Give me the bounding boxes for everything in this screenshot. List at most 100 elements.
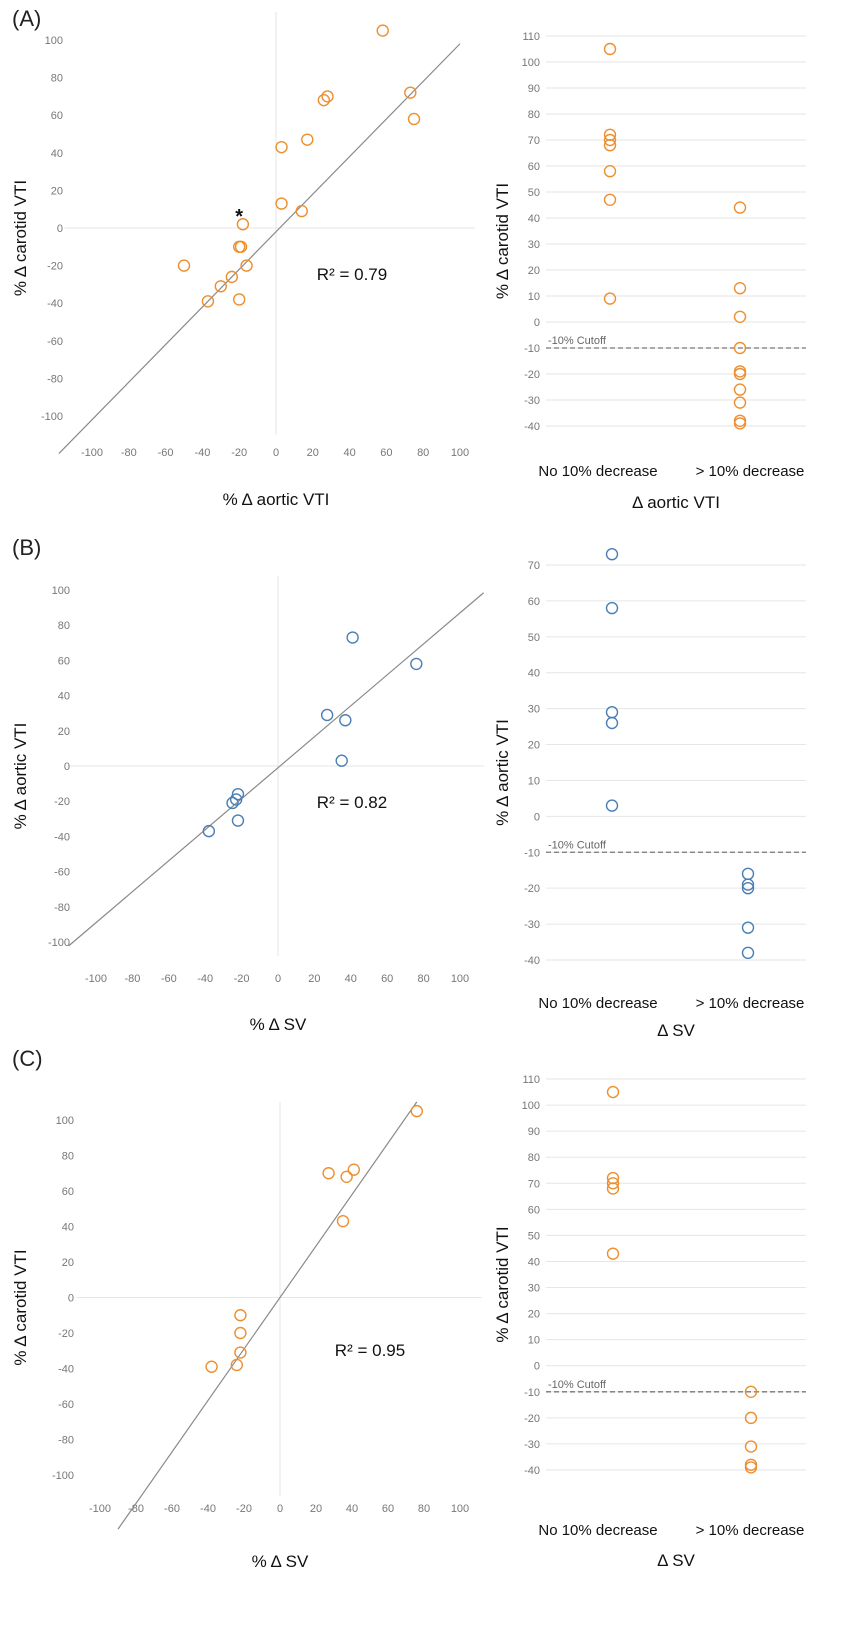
data-point	[336, 1214, 350, 1228]
x-tick-label: 100	[451, 447, 469, 459]
y-tick-label: -60	[54, 867, 70, 879]
data-point	[603, 193, 617, 207]
x-tick-label: -80	[128, 1503, 144, 1515]
data-point	[741, 867, 755, 881]
x-tick-label: 0	[273, 447, 279, 459]
y-tick-label: -40	[58, 1364, 74, 1376]
x-tick-label: 40	[343, 447, 355, 459]
y-tick-label: 60	[58, 655, 70, 667]
y-tick-label: -30	[524, 919, 540, 931]
data-point	[605, 548, 619, 561]
data-point	[606, 1247, 620, 1260]
y-tick-label: 20	[62, 1257, 74, 1269]
x-tick-label: -100	[89, 1503, 111, 1515]
data-point	[603, 292, 617, 305]
y-tick-label: -20	[524, 369, 540, 381]
x-tick-label: 60	[381, 973, 393, 985]
x-tick-label: -40	[200, 1503, 216, 1515]
y-tick-label: -30	[524, 1439, 540, 1451]
panel-label-a: (A)	[12, 6, 42, 31]
y-tick-label: -20	[524, 883, 540, 895]
y-tick-label: 10	[528, 1335, 540, 1347]
y-tick-label: 0	[534, 317, 540, 329]
y-tick-label: 80	[62, 1151, 74, 1163]
data-point	[339, 714, 352, 727]
y-tick-label: 60	[528, 596, 540, 608]
y-tick-label: -100	[41, 411, 63, 423]
y-tick-label: -20	[524, 1413, 540, 1425]
y-axis-title: % Δ carotid VTI	[493, 1226, 512, 1342]
y-tick-label: 100	[52, 585, 70, 597]
data-point	[205, 1360, 218, 1373]
data-point	[177, 259, 191, 272]
category-label: No 10% decrease	[538, 1522, 657, 1539]
x-tick-label: 60	[382, 1503, 394, 1515]
y-tick-label: -20	[58, 1328, 74, 1340]
data-point	[605, 799, 619, 812]
y-tick-label: 10	[528, 775, 540, 787]
y-tick-label: 10	[528, 291, 540, 303]
y-tick-label: 110	[522, 1074, 540, 1086]
category-label: > 10% decrease	[696, 995, 805, 1012]
data-point	[214, 280, 228, 293]
y-tick-label: 70	[528, 1178, 540, 1190]
x-axis-title: Δ SV	[657, 1021, 695, 1040]
r-squared-label: R² = 0.82	[317, 793, 387, 812]
cutoff-label: -10% Cutoff	[548, 839, 607, 851]
y-tick-label: 0	[57, 223, 63, 235]
y-axis-title: % Δ carotid VTI	[11, 180, 30, 296]
data-point	[295, 204, 308, 218]
data-point	[605, 601, 619, 615]
cutoff-label: -10% Cutoff	[548, 1379, 607, 1391]
y-tick-label: -40	[47, 298, 63, 310]
y-tick-label: 40	[58, 691, 70, 703]
asterisk-marker: *	[235, 206, 243, 228]
y-tick-label: 80	[58, 620, 70, 632]
x-tick-label: 20	[310, 1503, 322, 1515]
y-tick-label: 20	[528, 265, 540, 277]
y-tick-label: 20	[528, 740, 540, 752]
data-point	[346, 631, 359, 644]
data-point	[605, 716, 619, 730]
y-tick-label: 80	[51, 73, 63, 85]
y-tick-label: 90	[528, 83, 540, 95]
y-tick-label: 20	[528, 1309, 540, 1321]
y-tick-label: -30	[524, 395, 540, 407]
data-point	[733, 417, 747, 430]
x-tick-label: 0	[275, 973, 281, 985]
data-point	[741, 878, 755, 891]
x-tick-label: 60	[380, 447, 392, 459]
x-tick-label: -20	[236, 1503, 252, 1515]
fit-line	[58, 43, 461, 455]
y-tick-label: 0	[534, 811, 540, 823]
data-point	[733, 365, 747, 378]
data-point	[230, 1358, 244, 1372]
x-tick-label: 40	[345, 973, 357, 985]
y-axis-title: % Δ aortic VTI	[11, 723, 30, 830]
y-tick-label: 50	[528, 632, 540, 644]
y-tick-label: 60	[528, 1204, 540, 1216]
data-point	[733, 383, 747, 396]
data-point	[733, 367, 747, 381]
data-point	[741, 946, 755, 960]
y-tick-label: 80	[528, 109, 540, 121]
x-tick-label: 100	[451, 1503, 469, 1515]
data-point	[733, 201, 747, 214]
y-tick-label: 100	[56, 1115, 74, 1127]
data-point	[733, 341, 747, 355]
x-tick-label: 20	[308, 973, 320, 985]
data-point	[236, 218, 250, 231]
data-point	[410, 657, 423, 671]
data-point	[407, 112, 421, 126]
y-tick-label: 60	[62, 1186, 74, 1198]
x-tick-label: 80	[418, 1503, 430, 1515]
y-tick-label: -40	[524, 421, 540, 433]
data-point	[410, 1104, 423, 1118]
cutoff-label: -10% Cutoff	[548, 335, 607, 347]
data-point	[301, 133, 314, 146]
y-tick-label: -20	[54, 796, 70, 808]
data-point	[232, 240, 246, 254]
x-tick-label: 40	[346, 1503, 358, 1515]
x-tick-label: -40	[197, 973, 213, 985]
